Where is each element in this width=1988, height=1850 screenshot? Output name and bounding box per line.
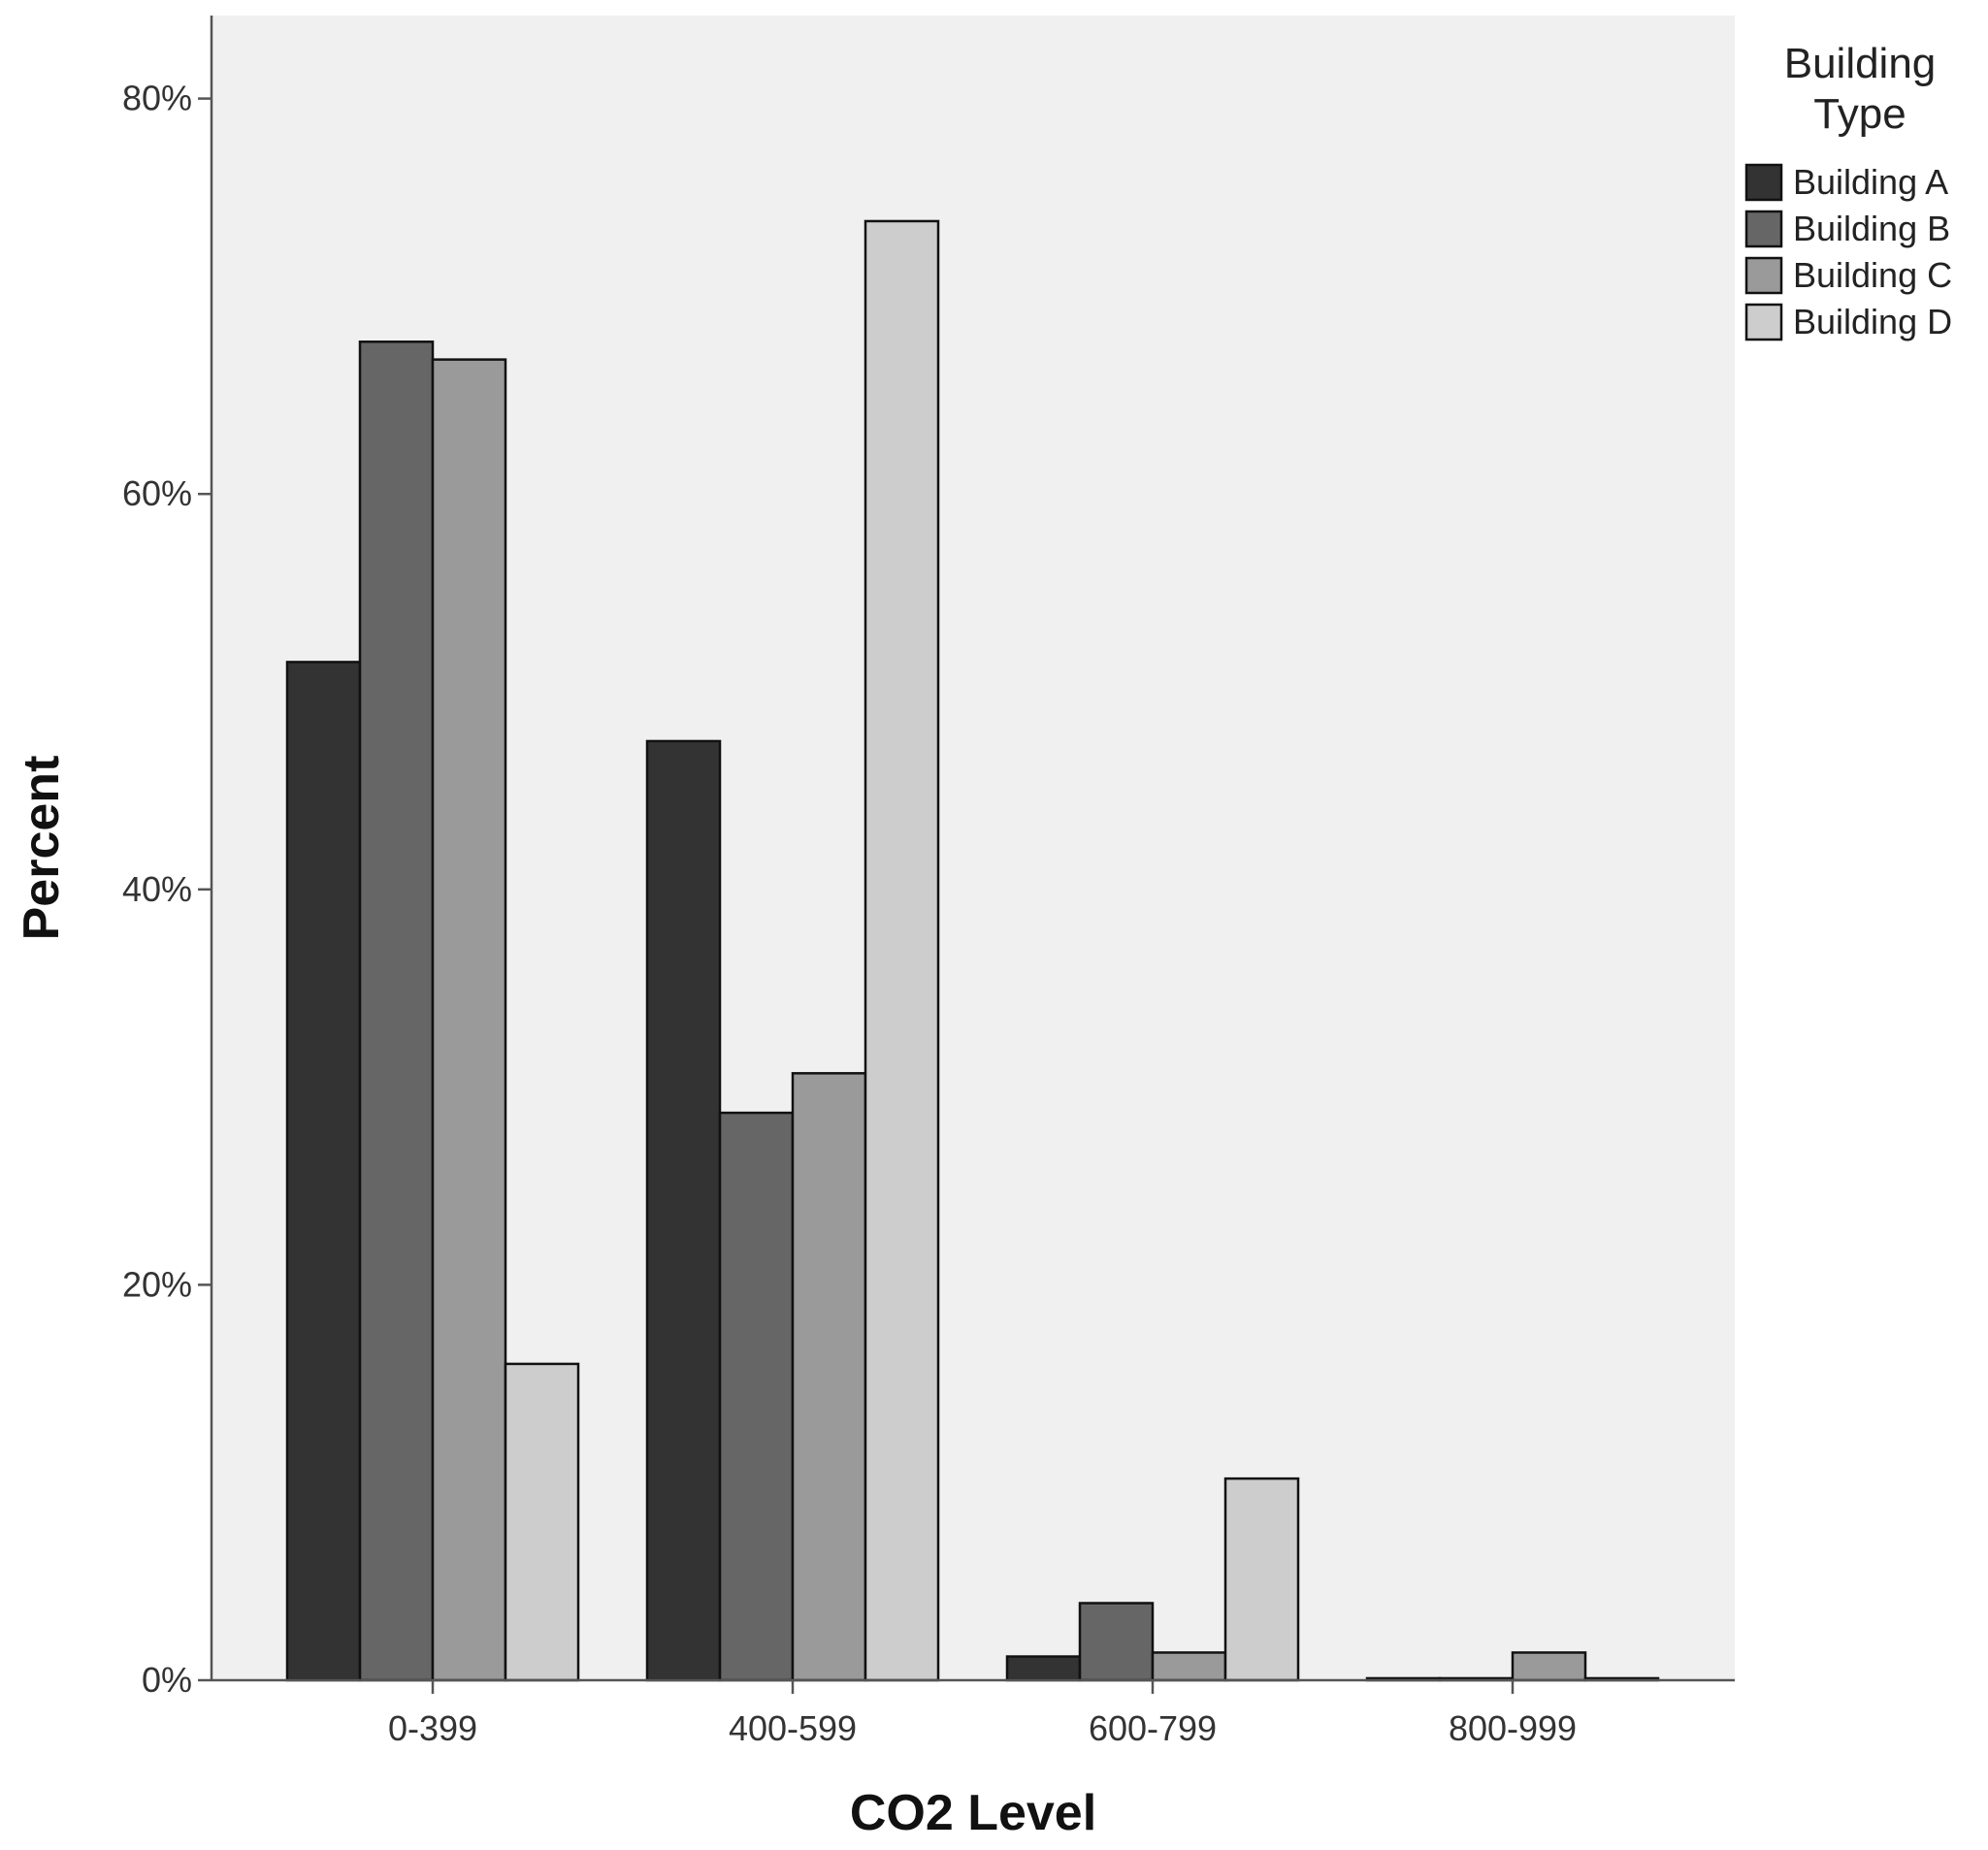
x-ticks: 0-399 400-599 600-799 800-999 (388, 1680, 1577, 1748)
bar-building-a-600-799 (1005, 1655, 1082, 1682)
legend-swatch-building-d (1744, 303, 1783, 341)
bar-building-c-800-999 (1511, 1651, 1587, 1682)
legend-title-line1: Building (1784, 40, 1937, 87)
x-axis-title: CO2 Level (850, 1785, 1096, 1841)
bar-building-d-400-599 (864, 219, 940, 1682)
legend-label: Building B (1793, 209, 1950, 248)
y-ticks: 0% 20% 40% 60% 80% (122, 79, 212, 1700)
legend: Building A Building B Building C Building D (1744, 162, 1952, 341)
legend-title-line2: Type (1813, 90, 1906, 138)
bar-building-a-0-399 (285, 661, 362, 1682)
bar-building-b-600-799 (1078, 1602, 1155, 1682)
legend-swatch-building-a (1744, 163, 1783, 202)
y-tick-label: 0% (142, 1660, 192, 1700)
legend-label: Building A (1793, 162, 1948, 202)
x-tick-label: 800-999 (1449, 1708, 1577, 1748)
x-tick-label: 400-599 (729, 1708, 857, 1748)
x-tick-label: 0-399 (388, 1708, 477, 1748)
bar-building-d-0-399 (504, 1362, 580, 1682)
bar-building-b-400-599 (718, 1111, 795, 1682)
y-tick-label: 40% (122, 869, 192, 909)
bar-building-d-600-799 (1223, 1477, 1300, 1682)
x-tick-label: 600-799 (1089, 1708, 1217, 1748)
y-tick-label: 20% (122, 1264, 192, 1304)
y-tick-label: 80% (122, 79, 192, 118)
legend-swatch-building-b (1744, 210, 1783, 248)
bar-building-b-0-399 (358, 341, 435, 1682)
bars-layer (285, 219, 1660, 1682)
bar-building-c-600-799 (1151, 1651, 1227, 1682)
y-axis-title: Percent (14, 756, 70, 941)
legend-label: Building D (1793, 302, 1952, 341)
legend-label: Building C (1793, 255, 1952, 295)
bar-building-c-400-599 (791, 1072, 867, 1682)
y-tick-label: 60% (122, 473, 192, 513)
bar-building-a-400-599 (645, 739, 722, 1682)
bar-building-c-0-399 (431, 358, 507, 1682)
legend-swatch-building-c (1744, 256, 1783, 295)
